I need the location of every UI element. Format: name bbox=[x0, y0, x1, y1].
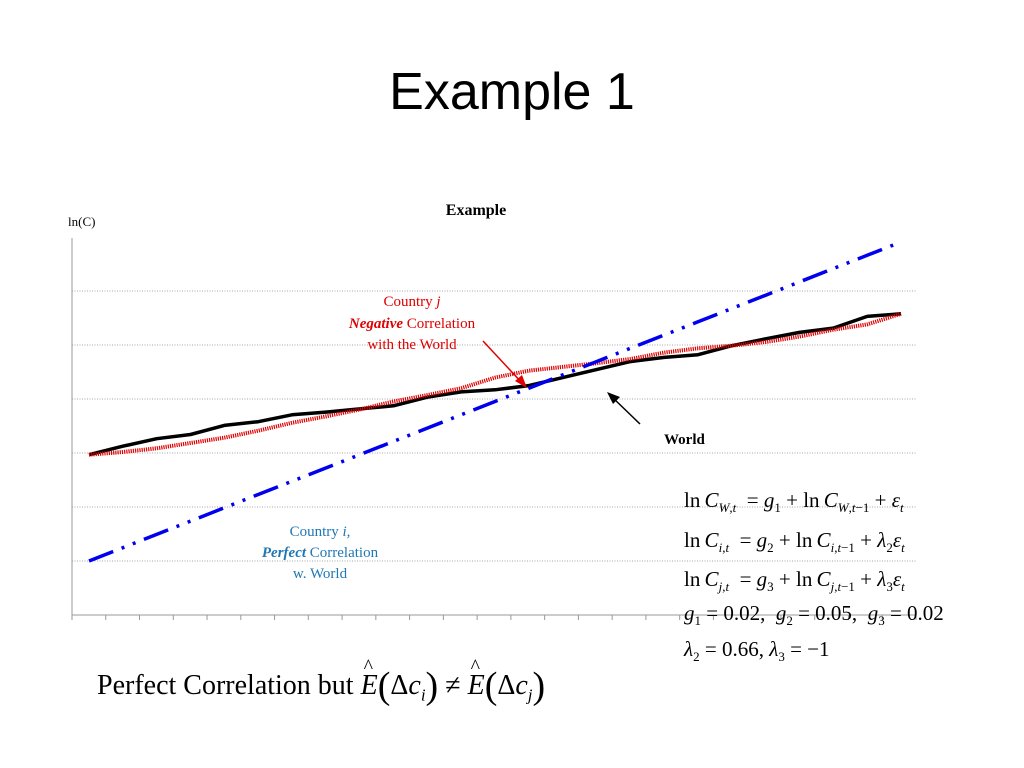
annotation-country-i-line1b: i, bbox=[343, 524, 351, 540]
annotation-country-j-line2a: Negative bbox=[348, 316, 403, 332]
bottom-caption: Perfect Correlation but E(Δci) ≠ E(Δcj) bbox=[97, 656, 546, 708]
caption-text: Perfect Correlation but bbox=[97, 670, 354, 701]
gridlines bbox=[72, 290, 916, 562]
caption-formula: E(Δci) ≠ E(Δcj) bbox=[361, 656, 546, 707]
annotation-country-j-arrow bbox=[482, 340, 524, 385]
slide-title: Example 1 bbox=[389, 63, 635, 121]
annotation-world-arrowhead bbox=[607, 392, 620, 404]
annotation-country-i-line2: Perfect Correlation bbox=[262, 545, 379, 561]
annotation-country-i-line2a: Perfect bbox=[262, 545, 307, 561]
annotation-country-i: Country i, bbox=[290, 524, 351, 540]
annotation-country-i-line1a: Country bbox=[290, 524, 343, 540]
equation-growth-params: g1 = 0.02, g2 = 0.05, g3 = 0.02 bbox=[684, 601, 944, 629]
annotation-country-j-line2b: Correlation bbox=[403, 316, 476, 332]
x-ticks bbox=[71, 615, 917, 620]
series-layer bbox=[88, 240, 902, 563]
annotation-country-i-line2b: Correlation bbox=[306, 545, 379, 561]
equation-world: ln CW,t = g1 + ln CW,t−1 + εt bbox=[684, 488, 904, 516]
annotation-country-j-line3: with the World bbox=[367, 337, 457, 353]
annotation-country-j-line1a: Country bbox=[383, 294, 436, 310]
equation-country-i: ln Ci,t = g2 + ln Ci,t−1 + λ2εt bbox=[684, 528, 905, 556]
annotation-country-i-line3: w. World bbox=[293, 566, 348, 582]
annotation-country-j: Country j bbox=[383, 294, 440, 310]
annotation-country-j-line1b: j bbox=[434, 294, 440, 310]
series-line-world bbox=[88, 312, 902, 457]
annotation-country-j-line2: Negative Correlation bbox=[348, 316, 476, 332]
series-line-country-j bbox=[88, 311, 902, 457]
chart: Example ln(C) Country j Negative Correla… bbox=[68, 202, 917, 620]
series-line-country-i bbox=[88, 240, 902, 563]
equation-country-j: ln Cj,t = g3 + ln Cj,t−1 + λ3εt bbox=[684, 567, 905, 595]
chart-title: Example bbox=[446, 202, 506, 219]
annotation-world: World bbox=[664, 432, 705, 448]
equation-lambda-params: λ2 = 0.66, λ3 = −1 bbox=[684, 637, 830, 665]
annotation-country-j-arrowhead bbox=[515, 375, 527, 388]
y-axis-label: ln(C) bbox=[68, 214, 95, 229]
